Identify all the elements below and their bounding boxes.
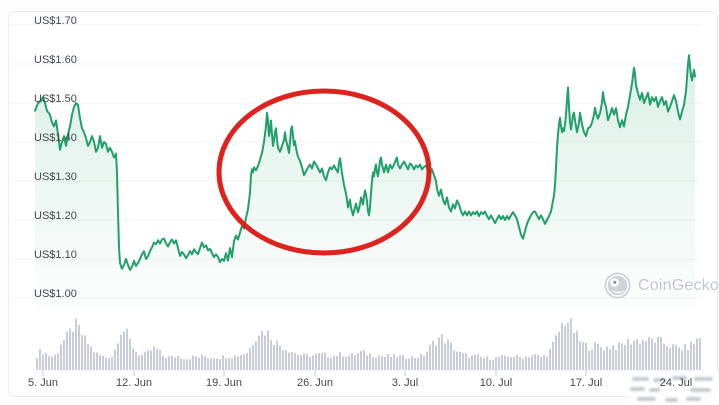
x-axis-label: 3. Jul: [391, 377, 419, 389]
x-axis-label: 10. Jul: [479, 377, 513, 389]
coingecko-watermark: CoinGecko: [604, 272, 719, 299]
y-axis-label: US$1.70: [34, 15, 77, 27]
y-axis-label: US$1.60: [34, 54, 77, 66]
x-axis-label: 26. Jun: [296, 377, 334, 389]
x-axis-label: 12. Jun: [115, 377, 153, 389]
coingecko-gecko-icon: [604, 272, 631, 299]
y-axis-label: US$1.30: [34, 171, 77, 183]
y-axis-label: US$1.50: [34, 93, 77, 105]
y-axis-label: US$1.00: [34, 288, 77, 300]
volume-bars: [36, 318, 701, 370]
price-line: [34, 54, 696, 271]
price-area-fill: [35, 55, 695, 311]
coingecko-watermark-label: CoinGecko: [638, 276, 719, 294]
y-axis-label: US$1.10: [34, 249, 77, 261]
y-axis-label: US$1.40: [34, 132, 77, 144]
y-axis-label: US$1.20: [34, 210, 77, 222]
red-circle-annotation: [216, 88, 432, 256]
x-axis-label: 5. Jun: [28, 377, 58, 389]
x-axis-label: 17. Jul: [569, 377, 603, 389]
x-axis-label: 19. Jun: [205, 377, 243, 389]
x-axis-label: 24. Jul: [659, 377, 693, 389]
blurred-watermark: [628, 371, 719, 405]
